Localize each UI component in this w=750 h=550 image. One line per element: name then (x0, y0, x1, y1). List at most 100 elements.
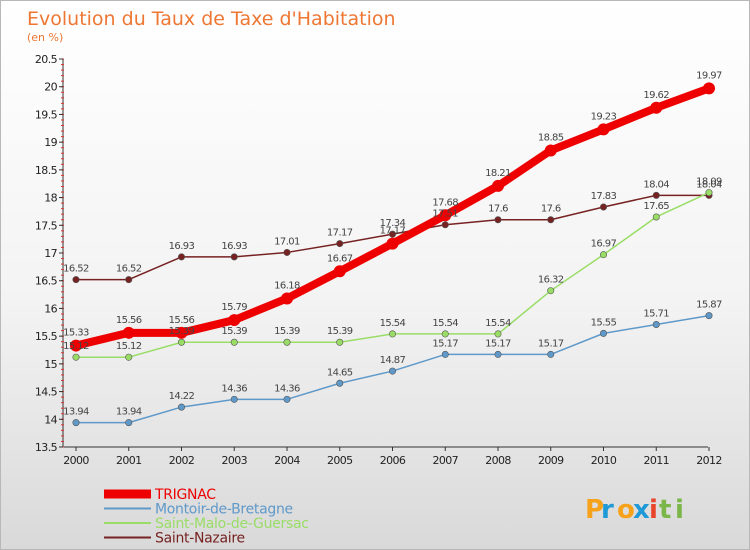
data-point (125, 353, 133, 361)
data-point (544, 144, 557, 157)
data-point (336, 240, 344, 248)
y-tick-label: 19.5 (35, 108, 58, 121)
data-point (178, 338, 186, 346)
data-point (388, 230, 396, 238)
data-point (72, 353, 80, 361)
y-tick-label: 18.5 (35, 164, 58, 177)
data-point (388, 330, 396, 338)
data-point (230, 338, 238, 346)
data-point (386, 237, 399, 250)
data-point (439, 209, 452, 222)
data-point (599, 203, 607, 211)
data-point (650, 101, 663, 114)
series-3 (72, 191, 713, 284)
data-label: 15.56 (116, 315, 142, 326)
data-point (547, 216, 555, 224)
data-label: 15.87 (696, 300, 722, 311)
data-point (703, 82, 715, 95)
y-tick-label: 18 (44, 192, 57, 205)
legend-label: TRIGNAC (154, 487, 216, 503)
data-label: 15.17 (538, 338, 564, 349)
data-label: 17.68 (432, 197, 458, 208)
data-label: 15.39 (221, 326, 247, 337)
data-point (72, 419, 80, 427)
x-tick-label: 2008 (485, 454, 511, 467)
proxiti-logo: Pr ox i t i (585, 495, 684, 525)
data-point (122, 326, 135, 339)
legend-label: Saint-Nazaire (155, 531, 245, 547)
data-point (125, 419, 133, 427)
x-tick-label: 2001 (116, 454, 142, 467)
data-point (283, 248, 291, 256)
data-label: 16.97 (591, 239, 617, 250)
axes: 13.5 14 14.5 15 15.5 16 16.5 17 17.5 18 18.5 19 19.5… (35, 53, 722, 467)
data-label: 14.65 (327, 367, 353, 378)
data-point (388, 367, 396, 375)
data-label: 17.17 (380, 226, 406, 237)
x-tick-label: 2002 (169, 454, 195, 467)
data-label: 16.93 (221, 241, 247, 252)
data-label: 15.39 (327, 326, 353, 337)
y-tick-label: 15 (44, 358, 57, 371)
data-label: 15.17 (432, 338, 458, 349)
data-point (333, 265, 346, 278)
data-point (599, 329, 607, 337)
y-tick-label: 20.5 (35, 53, 58, 66)
logo-letter: P (585, 495, 604, 525)
x-tick-label: 2005 (327, 454, 353, 467)
data-label: 15.39 (274, 326, 300, 337)
data-point (597, 123, 610, 136)
y-tick-label: 15.5 (35, 330, 58, 343)
series-1 (72, 312, 713, 427)
data-point (599, 251, 607, 259)
data-point (494, 216, 502, 224)
data-point (175, 326, 188, 339)
chart-title: Evolution du Taux de Taxe d'Habitation (27, 8, 396, 30)
data-point (652, 213, 660, 221)
data-label: 17.6 (541, 204, 561, 215)
data-label: 15.12 (116, 341, 142, 352)
series-2 (72, 189, 713, 361)
x-tick-label: 2009 (538, 454, 564, 467)
data-label: 18.09 (696, 177, 722, 188)
logo-letter: i (675, 495, 684, 525)
logo-letter: r (601, 495, 614, 525)
series-line (72, 84, 713, 350)
data-point (492, 179, 504, 192)
legend: TRIGNACMontoir-de-BretagneSaint-Malo-de-… (104, 487, 309, 547)
y-tick-label: 20 (44, 81, 57, 94)
data-point (494, 330, 502, 338)
data-label: 14.22 (169, 391, 195, 402)
data-point (228, 314, 241, 327)
data-label: 18.85 (538, 132, 564, 143)
logo-letter: i (649, 495, 658, 525)
data-label: 17.17 (327, 228, 353, 239)
data-label: 18.04 (643, 179, 669, 190)
data-label: 13.94 (116, 407, 142, 418)
data-point (652, 191, 660, 199)
data-point (281, 292, 293, 305)
data-label: 17.6 (488, 204, 508, 215)
y-tick-label: 19 (44, 136, 57, 149)
data-point (547, 350, 555, 358)
data-point (705, 312, 713, 320)
data-label: 18.21 (485, 168, 511, 179)
data-point (125, 276, 133, 284)
data-label: 14.36 (221, 383, 247, 394)
logo-letter: t (659, 495, 671, 525)
data-label: 17.83 (591, 191, 617, 202)
chart-subtitle: (en %) (27, 31, 63, 44)
data-point (178, 253, 186, 261)
data-label: 16.32 (538, 275, 564, 286)
data-label: 15.33 (63, 328, 89, 339)
data-label: 15.39 (169, 326, 195, 337)
y-tick-label: 13.5 (35, 441, 58, 454)
x-tick-label: 2003 (221, 454, 247, 467)
data-label: 16.18 (274, 280, 300, 291)
y-tick-label: 17.5 (35, 219, 58, 232)
legend-label: Montoir-de-Bretagne (155, 502, 293, 518)
x-tick-label: 2007 (432, 454, 458, 467)
data-label: 19.97 (696, 70, 722, 81)
